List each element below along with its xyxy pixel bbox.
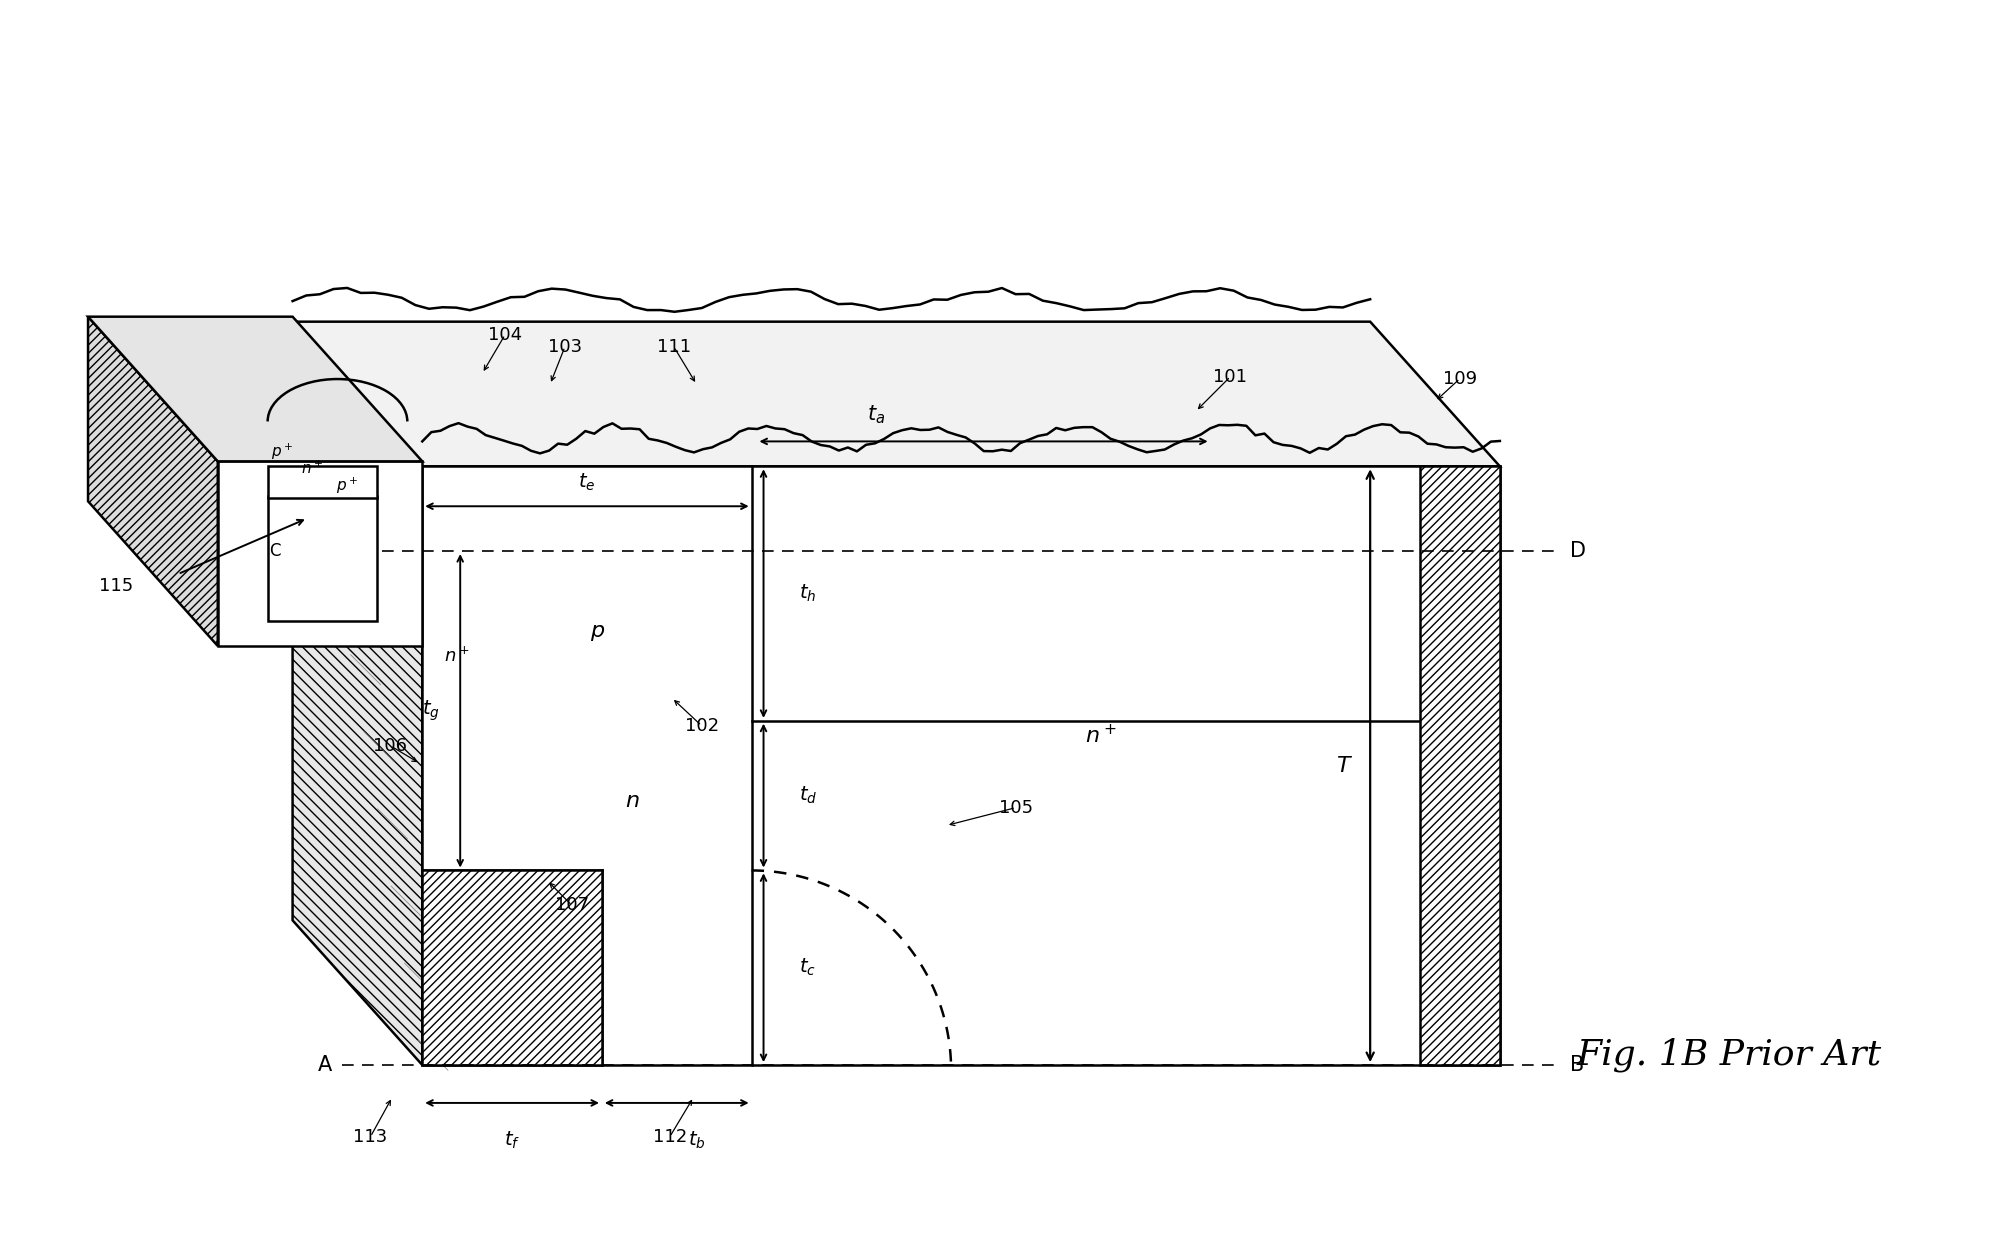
- Text: n: n: [625, 791, 639, 811]
- Text: B: B: [1570, 1055, 1584, 1075]
- Text: $t_f$: $t_f$: [505, 1130, 521, 1151]
- Text: 109: 109: [1443, 370, 1477, 388]
- Bar: [422, 871, 603, 1065]
- Text: $t_d$: $t_d$: [799, 785, 817, 806]
- Polygon shape: [218, 461, 422, 645]
- Text: $p^+$: $p^+$: [336, 476, 358, 496]
- Text: D: D: [1570, 541, 1586, 561]
- Text: $t_c$: $t_c$: [799, 957, 817, 978]
- Text: Fig. 1B Prior Art: Fig. 1B Prior Art: [1578, 1038, 1882, 1073]
- Text: $t_h$: $t_h$: [799, 583, 817, 604]
- Bar: [268, 466, 378, 498]
- Text: 112: 112: [653, 1128, 687, 1146]
- Text: 115: 115: [98, 577, 132, 596]
- Text: 113: 113: [352, 1128, 388, 1146]
- Bar: [422, 466, 1499, 1065]
- Polygon shape: [292, 321, 422, 1065]
- Text: A: A: [318, 1055, 332, 1075]
- Text: $p^+$: $p^+$: [272, 441, 294, 461]
- Text: 104: 104: [488, 325, 523, 344]
- Bar: [268, 496, 378, 621]
- Text: 101: 101: [1213, 368, 1247, 385]
- Text: 102: 102: [685, 716, 719, 735]
- Bar: [1419, 466, 1499, 1065]
- Text: 107: 107: [555, 896, 589, 915]
- Text: 105: 105: [999, 799, 1033, 816]
- Text: $n^+$: $n^+$: [302, 460, 324, 477]
- Text: C: C: [268, 542, 280, 561]
- Text: $n^+$: $n^+$: [444, 647, 470, 665]
- Text: 111: 111: [657, 338, 691, 355]
- Text: p: p: [591, 621, 605, 640]
- Text: $t_e$: $t_e$: [579, 472, 597, 493]
- Text: $t_b$: $t_b$: [689, 1130, 705, 1151]
- Text: $T$: $T$: [1335, 755, 1353, 776]
- Text: $t_g$: $t_g$: [422, 699, 440, 723]
- Text: 103: 103: [549, 338, 583, 355]
- Text: $t_a$: $t_a$: [867, 404, 885, 426]
- Polygon shape: [88, 316, 422, 461]
- Polygon shape: [292, 321, 1499, 466]
- Polygon shape: [88, 316, 218, 645]
- Text: 106: 106: [372, 736, 406, 755]
- Text: $n^+$: $n^+$: [1085, 724, 1117, 748]
